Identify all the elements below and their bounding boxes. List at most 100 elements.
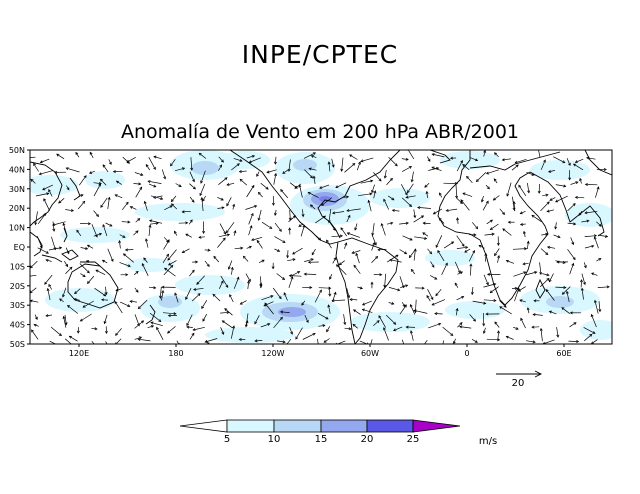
wind-vector-head bbox=[435, 293, 439, 297]
wind-vector-head bbox=[520, 317, 524, 321]
wind-vector-head bbox=[112, 170, 116, 174]
lon-label-0: 0 bbox=[464, 349, 469, 358]
wind-vector bbox=[230, 325, 235, 339]
wind-vector-head bbox=[207, 248, 211, 252]
wind-vector-head bbox=[571, 262, 575, 267]
wind-vector bbox=[553, 234, 561, 238]
wind-vector bbox=[377, 248, 387, 251]
wind-vector bbox=[368, 200, 372, 212]
wind-vector-head bbox=[58, 333, 62, 337]
wind-vector-head bbox=[282, 171, 286, 174]
wind-vector-head bbox=[572, 203, 576, 207]
wind-vector-head bbox=[85, 260, 90, 263]
wind-vector bbox=[205, 338, 218, 343]
wind-vector bbox=[413, 215, 424, 223]
wind-vector bbox=[591, 314, 597, 328]
wind-vector-head bbox=[264, 302, 268, 306]
wind-vector-head bbox=[322, 215, 326, 219]
wind-vector bbox=[185, 233, 192, 238]
wind-vector bbox=[264, 302, 274, 315]
wind-vector bbox=[288, 276, 293, 289]
wind-vector bbox=[454, 282, 459, 288]
wind-vector-head bbox=[482, 323, 486, 327]
wind-vector bbox=[63, 223, 68, 236]
wind-vector-head bbox=[575, 181, 579, 185]
wind-vector bbox=[435, 288, 442, 296]
wind-vector bbox=[66, 167, 80, 173]
wind-vector bbox=[289, 210, 291, 221]
wind-vector bbox=[145, 238, 149, 248]
wind-vector-head bbox=[397, 288, 401, 292]
wind-vector-head bbox=[435, 244, 439, 248]
wind-vector bbox=[153, 156, 162, 160]
wind-vector-head bbox=[225, 230, 229, 234]
wind-vector-head bbox=[493, 152, 497, 156]
wind-vector-head bbox=[127, 304, 131, 307]
wind-vector-head bbox=[46, 287, 50, 292]
wind-vector-head bbox=[367, 199, 371, 203]
wind-vector bbox=[499, 306, 512, 315]
wind-vector-head bbox=[158, 319, 162, 323]
wind-vector bbox=[304, 273, 317, 275]
wind-vector-head bbox=[340, 168, 344, 172]
wind-vector-head bbox=[110, 258, 114, 262]
wind-vector bbox=[583, 327, 596, 334]
wind-vector bbox=[138, 338, 151, 342]
wind-vector-head bbox=[360, 159, 364, 163]
wind-vector-head bbox=[445, 208, 449, 212]
wind-vector-head bbox=[405, 284, 409, 288]
wind-vector bbox=[442, 326, 454, 336]
wind-vector bbox=[584, 334, 593, 342]
wind-vector bbox=[315, 215, 326, 224]
wind-vector bbox=[125, 249, 134, 251]
wind-vector bbox=[162, 312, 176, 315]
wind-vector bbox=[469, 314, 476, 322]
wind-vector bbox=[40, 158, 50, 163]
wind-vector-head bbox=[431, 264, 435, 268]
wind-vector-head bbox=[221, 206, 225, 210]
wind-vector-head bbox=[474, 158, 479, 162]
wind-vector-head bbox=[166, 239, 170, 243]
wind-vector-head bbox=[548, 279, 552, 283]
wind-vector-head bbox=[143, 200, 147, 204]
wind-vector-head bbox=[102, 164, 106, 168]
wind-vector-head bbox=[278, 296, 282, 300]
wind-vector-head bbox=[405, 325, 409, 329]
wind-vector bbox=[220, 275, 229, 288]
wind-vector-head bbox=[283, 292, 287, 296]
wind-vector bbox=[506, 182, 512, 197]
wind-vector bbox=[260, 323, 270, 328]
wind-vector bbox=[344, 163, 356, 173]
wind-vector-head bbox=[516, 287, 520, 291]
wind-vector bbox=[58, 198, 65, 204]
wind-vector-head bbox=[545, 252, 549, 256]
wind-vector bbox=[494, 152, 499, 158]
wind-vector bbox=[336, 340, 346, 344]
wind-vector bbox=[59, 298, 64, 303]
wind-vector bbox=[387, 254, 399, 263]
wind-vector-head bbox=[413, 309, 417, 313]
wind-vector bbox=[362, 308, 373, 313]
wind-vector bbox=[135, 187, 143, 198]
wind-vector bbox=[304, 314, 309, 323]
wind-vector-head bbox=[178, 184, 182, 187]
wind-vector bbox=[247, 281, 250, 290]
wind-vector-head bbox=[409, 304, 413, 308]
wind-vector-head bbox=[361, 308, 365, 312]
wind-vector bbox=[335, 182, 347, 188]
wind-vector bbox=[401, 339, 405, 344]
colorbar-bin-5-10 bbox=[226, 419, 275, 433]
wind-vector-head bbox=[239, 301, 243, 305]
wind-vector-head bbox=[579, 279, 583, 283]
wind-vector-head bbox=[340, 227, 344, 231]
wind-vector-head bbox=[238, 337, 242, 342]
wind-vector bbox=[119, 240, 121, 249]
wind-vector bbox=[134, 336, 142, 340]
wind-vector bbox=[212, 294, 221, 302]
wind-vector-head bbox=[573, 322, 577, 325]
wind-vector-head bbox=[409, 330, 413, 334]
wind-vector bbox=[78, 194, 84, 197]
wind-vector-head bbox=[204, 339, 208, 343]
wind-vector bbox=[295, 327, 303, 340]
wind-vector bbox=[193, 326, 205, 331]
